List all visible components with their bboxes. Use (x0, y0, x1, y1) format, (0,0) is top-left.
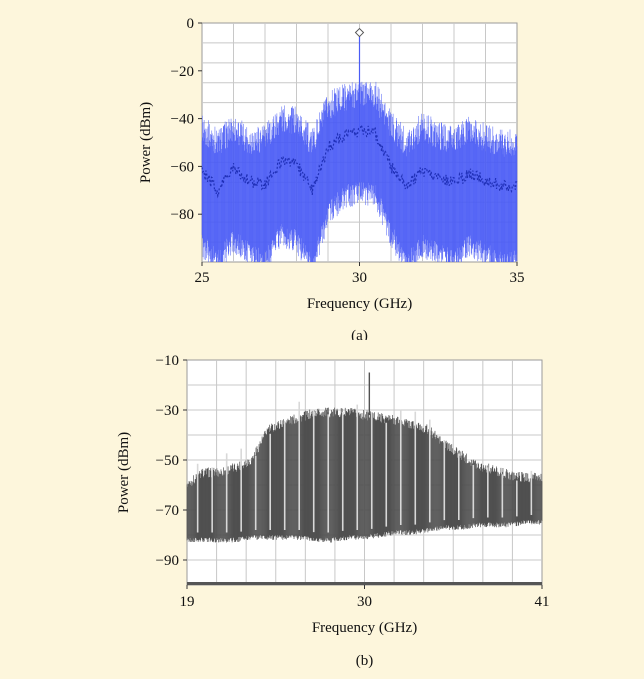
chart-a-x-tick-label: 30 (352, 270, 367, 286)
chart-b-y-axis-label: Power (dBm) (116, 432, 132, 513)
chart-a-x-tick-label: 35 (510, 270, 525, 286)
chart-a-y-tick-label: 0 (187, 16, 195, 32)
chart-b-y-tick-label: −90 (156, 553, 179, 569)
chart-a-series (201, 81, 518, 262)
chart-a: 25 30 35 0 −20 −40 −60 −80 Frequency (GHz) Power … (138, 16, 525, 340)
chart-a-x-axis-label: Frequency (GHz) (307, 296, 412, 312)
chart-b-y-tick-label: −30 (156, 403, 179, 419)
chart-b: 19 30 41 −10 −30 −50 −70 −90 Frequency (GHz) Powe… (116, 353, 550, 669)
chart-b-x-axis-label: Frequency (GHz) (312, 620, 417, 636)
chart-a-y-tick-label: −60 (171, 159, 194, 175)
chart-a-y-tick-label: −40 (171, 112, 194, 128)
chart-a-caption: (a) (351, 328, 368, 340)
chart-a-y-tick-label: −80 (171, 207, 194, 223)
chart-b-x-tick-label: 30 (357, 594, 372, 610)
chart-a-y-tick-label: −20 (171, 64, 194, 80)
chart-b-series (186, 401, 543, 543)
chart-b-y-tick-label: −70 (156, 503, 179, 519)
chart-a-y-axis-label: Power (dBm) (138, 102, 154, 183)
chart-b-y-tick-label: −10 (156, 353, 179, 369)
chart-b-x-axis-bar (187, 582, 542, 585)
chart-b-caption: (b) (356, 653, 374, 669)
chart-b-x-tick-label: 41 (535, 594, 550, 610)
chart-b-x-tick-label: 19 (180, 594, 195, 610)
chart-a-marker-diamond (354, 27, 365, 38)
chart-a-x-tick-label: 25 (195, 270, 210, 286)
chart-b-y-tick-label: −50 (156, 453, 179, 469)
